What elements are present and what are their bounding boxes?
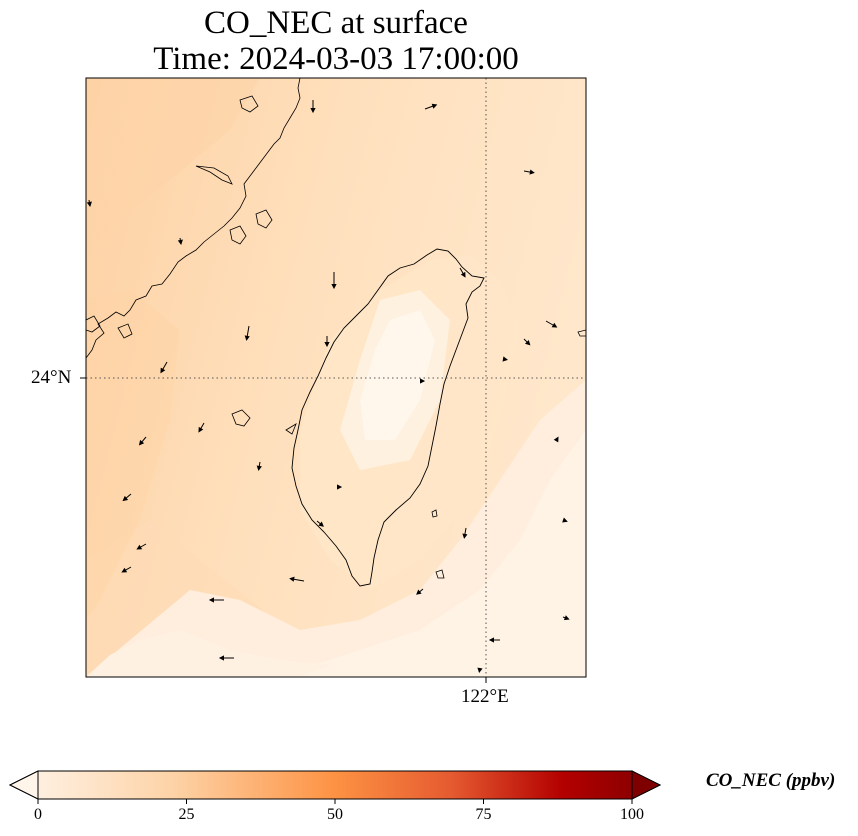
wind-arrow-head <box>86 201 92 207</box>
wind-vectors <box>86 100 570 673</box>
wind-arrow-head <box>524 339 531 346</box>
colorbar-tick-75: 75 <box>475 806 492 823</box>
penghu-islands <box>285 423 297 435</box>
wind-arrow-head <box>562 517 568 523</box>
wind-arrow-head <box>310 108 316 114</box>
colorbar-extend-max <box>631 770 662 800</box>
wind-arrow-head <box>331 284 337 290</box>
map-title-line2: Time: 2024-03-03 17:00:00 <box>153 41 519 77</box>
wind-arrow-head <box>488 637 494 643</box>
colorbar-tick-0: 0 <box>34 806 42 823</box>
wind-arrow-head <box>198 426 204 433</box>
colorbar-tick-25: 25 <box>178 806 195 823</box>
colorbar-tick-100: 100 <box>620 806 644 823</box>
lon-label-122: 122°E <box>461 686 509 707</box>
coastline-china <box>86 78 586 427</box>
wind-arrow-head <box>289 576 295 582</box>
wind-arrow-head <box>177 239 183 245</box>
wind-arrow-head <box>502 356 508 362</box>
co-field <box>86 78 586 677</box>
colorbar-tick-50: 50 <box>327 806 343 823</box>
wind-arrow-head <box>122 495 129 502</box>
green-island <box>431 509 438 518</box>
wind-arrow-head <box>256 465 262 471</box>
wind-arrow-head <box>208 597 214 603</box>
wind-arrow-head <box>318 521 324 527</box>
colorbar <box>8 770 662 800</box>
wind-arrow-head <box>416 589 422 595</box>
wind-arrow-head <box>244 335 250 341</box>
orchid-island <box>435 569 445 579</box>
wind-arrow-head <box>462 533 468 539</box>
wind-arrow-head <box>138 439 145 446</box>
wind-arrow-head <box>420 378 426 384</box>
wind-arrow-head <box>136 544 143 550</box>
colorbar-label: CO_NEC (ppbv) <box>706 770 836 791</box>
wind-arrow-head <box>121 567 128 573</box>
map-title-line1: CO_NEC at surface <box>204 5 468 41</box>
wind-arrow-head <box>337 484 343 490</box>
wind-arrow-head <box>551 322 558 328</box>
wind-arrow-head <box>460 271 466 278</box>
wind-arrow-head <box>529 169 535 175</box>
lat-label-24: 24°N <box>31 367 72 388</box>
wind-arrow-head <box>477 667 483 673</box>
colorbar-ticks <box>37 799 633 804</box>
wind-arrow-head <box>324 342 330 348</box>
coastline-taiwan <box>291 248 485 587</box>
colorbar-extend-min <box>8 770 39 800</box>
wind-arrow-head <box>160 367 166 374</box>
wind-arrow-head <box>431 103 438 109</box>
wind-arrow-head <box>218 655 224 661</box>
wind-arrow-head <box>553 436 559 443</box>
wind-arrow-head <box>563 615 570 621</box>
